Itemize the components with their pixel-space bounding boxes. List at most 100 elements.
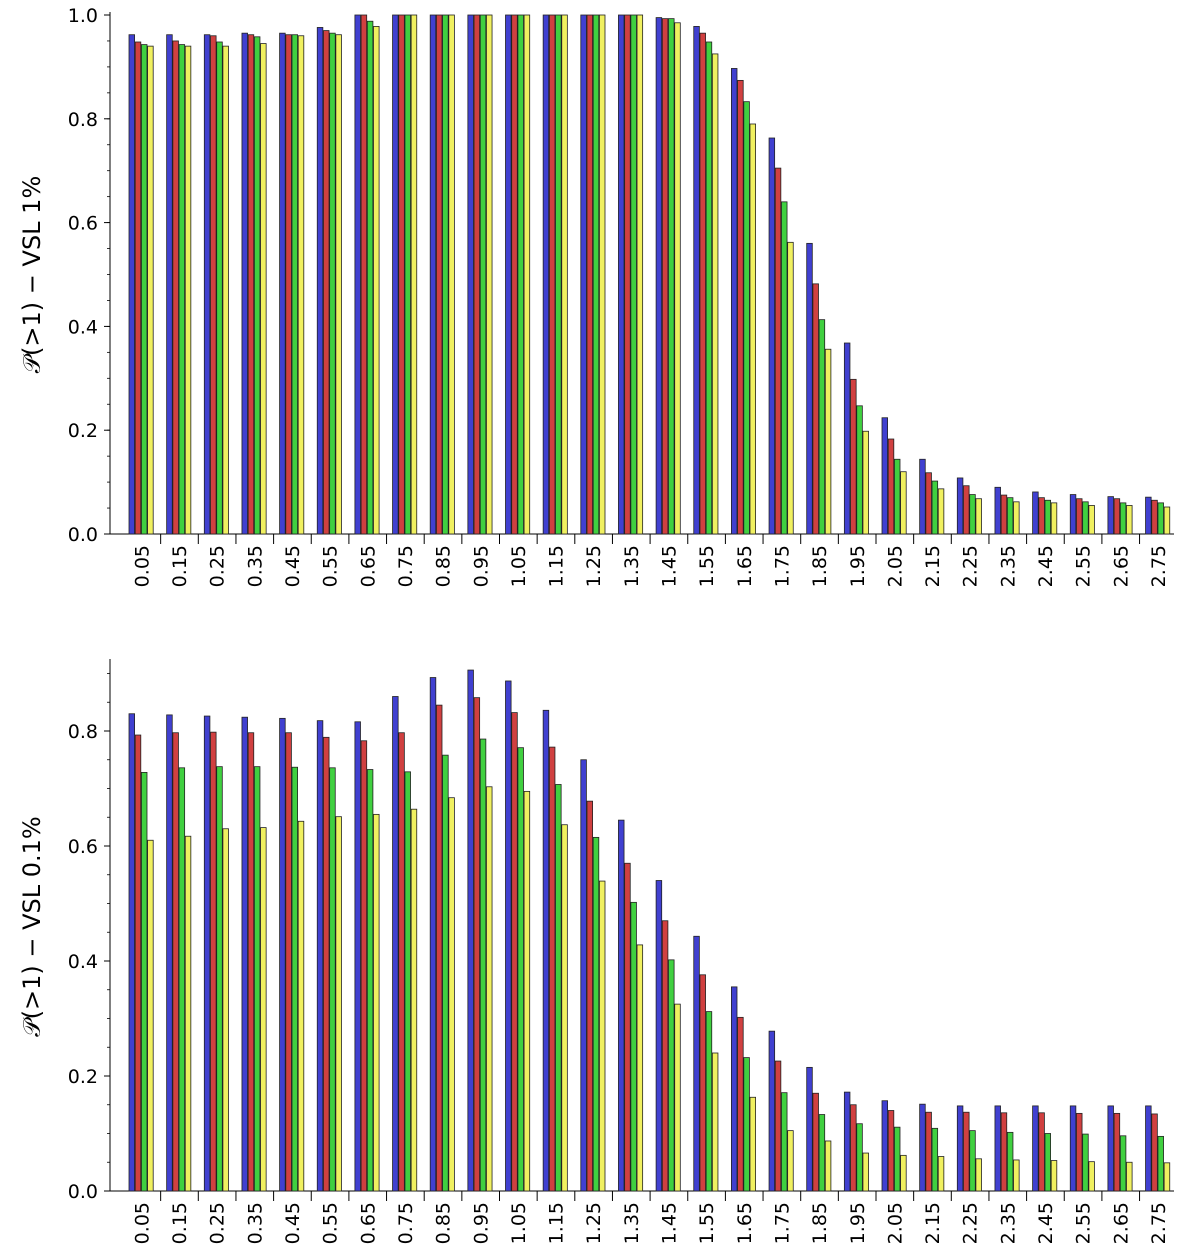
bar-s1-0.85 [435,704,443,1192]
bar-s1-2.65 [1113,498,1121,535]
bar-s1-0.15 [172,40,179,535]
y-axis-title: 𝒫(>1) − VSL 0.1% [18,816,46,1036]
x-tick-label: 1.65 [734,545,756,587]
bar-s2-0.35 [253,36,261,535]
x-tick-label: 0.15 [169,545,191,587]
x-tick-label: 0.25 [207,545,229,587]
bar-s3-1.45 [674,22,681,535]
bar-s2-2.75 [1157,1135,1164,1192]
bar-s2-0.05 [140,772,148,1192]
bar-s3-1.55 [711,53,719,535]
bar-s2-1.65 [743,1057,750,1192]
bar-s0-2.45 [1032,491,1039,535]
x-tick-label: 2.25 [960,545,982,587]
x-tick-label: 2.35 [997,545,1019,587]
bar-s2-0.95 [479,14,487,535]
x-tick-label: 0.65 [357,1202,379,1244]
bar-s3-0.25 [222,45,229,535]
bar-s1-1.55 [699,974,706,1192]
x-tick-label: 1.05 [508,545,530,587]
bar-s3-1.75 [787,1130,794,1192]
bar-s3-2.75 [1163,506,1171,535]
bar-s0-0.65 [354,14,361,535]
bar-s1-2.55 [1076,498,1083,535]
bar-s2-1.45 [668,959,675,1192]
bar-s1-1.95 [850,1104,857,1192]
bar-s2-1.65 [743,101,750,535]
bar-s1-2.25 [963,485,970,535]
x-tick-label: 0.85 [433,1202,455,1244]
bar-s0-1.25 [580,14,587,535]
bar-s3-0.65 [373,26,380,535]
x-tick-label: 0.45 [282,1202,304,1244]
bar-s1-2.45 [1038,497,1045,535]
bar-s1-0.35 [247,34,255,535]
x-tick-label: 1.25 [583,1202,605,1244]
bar-s2-0.05 [140,44,148,535]
bar-s3-2.25 [975,1158,982,1192]
bar-s0-2.15 [919,458,926,535]
bar-s2-0.95 [479,738,487,1192]
bar-s1-2.65 [1113,1112,1121,1192]
bar-s0-2.75 [1145,1105,1152,1192]
bar-s1-2.55 [1076,1112,1083,1192]
x-tick-label: 2.55 [1073,1202,1095,1244]
bar-s2-1.25 [592,14,600,535]
bar-s2-1.75 [781,201,788,535]
bar-s0-0.85 [429,14,437,535]
bar-s0-1.95 [843,342,851,535]
x-tick-label: 0.15 [169,1202,191,1244]
bar-s0-1.75 [768,1030,776,1192]
bar-s1-1.15 [548,14,556,535]
bar-s1-0.45 [285,34,292,535]
bar-s1-1.45 [661,18,669,535]
bar-s0-0.35 [241,716,248,1192]
bar-s3-2.35 [1013,1159,1020,1192]
bar-s3-1.95 [862,430,869,535]
bar-s0-1.35 [618,819,625,1192]
bar-s1-0.15 [172,732,179,1192]
bar-s3-1.25 [599,14,606,535]
x-tick-label: 2.75 [1148,1202,1170,1244]
bar-s0-2.25 [956,477,964,535]
bar-s1-2.05 [887,438,895,535]
bar-s3-2.15 [937,1156,945,1192]
x-tick-label: 1.25 [583,545,605,587]
bar-s2-1.05 [517,747,524,1192]
bar-s3-1.85 [824,1140,832,1192]
bar-s0-2.65 [1107,1105,1114,1192]
y-tick-label: 0.4 [68,951,98,973]
bar-s0-2.25 [956,1105,964,1192]
bar-s2-2.05 [894,1126,901,1192]
bar-s2-1.75 [781,1092,788,1192]
bar-s1-0.55 [323,30,330,535]
x-tick-label: 2.05 [884,545,906,587]
bar-s1-0.45 [285,732,292,1192]
bar-s0-2.75 [1145,496,1152,535]
bar-s3-2.65 [1126,1161,1133,1192]
bar-s3-2.55 [1088,505,1095,535]
bar-s0-2.55 [1069,494,1077,535]
bar-s0-1.65 [731,68,738,535]
bar-s0-1.55 [693,26,700,535]
bar-s3-2.35 [1013,501,1020,535]
chart-vsl-1-percent: 0.0 0.2 0.4 0.6 0.8 1.0 𝒫(>1) − VSL 1% 0.05 0.15… [18,5,1174,587]
bar-s0-2.35 [994,486,1001,535]
bar-s3-0.55 [335,816,342,1192]
x-tick-label: 1.65 [734,1202,756,1244]
bar-s1-1.65 [737,79,744,535]
bar-s1-0.85 [435,14,443,535]
bar-s3-0.15 [184,835,192,1192]
bar-s1-2.35 [1000,1112,1008,1192]
bar-s1-0.25 [210,731,217,1192]
bar-s1-1.75 [774,167,782,535]
y-tick-label: 0.4 [68,316,98,338]
bar-s1-0.95 [473,697,481,1192]
y-tick-label: 0.6 [68,213,98,235]
bar-s2-1.45 [668,18,675,535]
x-tick-label: 2.05 [884,1202,906,1244]
bar-s3-2.05 [900,471,907,535]
bar-s1-0.95 [473,14,481,535]
bar-s2-0.45 [291,34,298,535]
y-axis-title: 𝒫(>1) − VSL 1% [18,176,46,374]
